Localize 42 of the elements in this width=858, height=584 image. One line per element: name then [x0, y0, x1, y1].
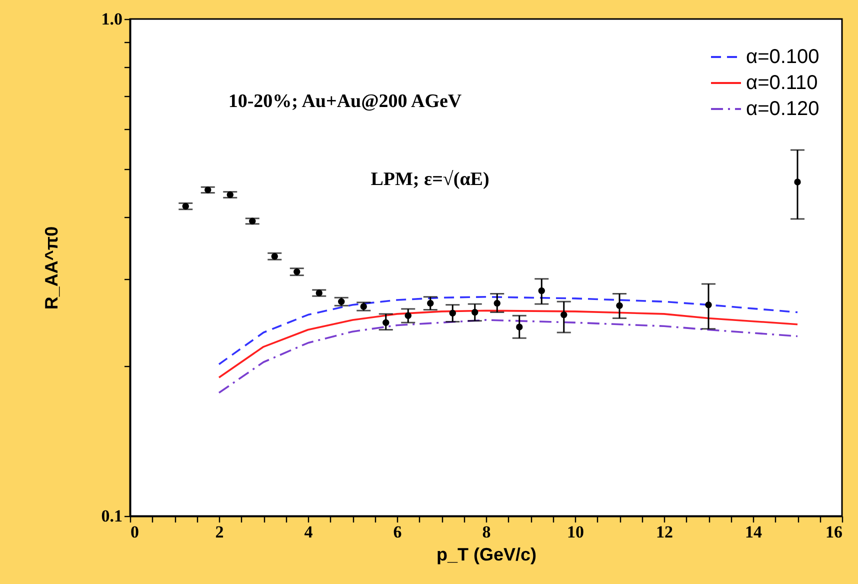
point [449, 310, 456, 316]
legend-label: α=0.100 [746, 46, 820, 68]
line-series [218, 310, 798, 378]
y-tick-label: 0.1 [101, 506, 122, 526]
line-series [218, 319, 798, 394]
point [427, 300, 434, 307]
legend-label: α=0.110 [746, 72, 818, 94]
x-tick-label: 12 [656, 522, 673, 542]
x-tick-label: 0 [130, 522, 139, 542]
point [204, 186, 212, 194]
y-tick-label: 1.0 [101, 10, 122, 28]
point [404, 312, 412, 319]
x-tick-label: 4 [304, 522, 314, 542]
point [249, 218, 256, 224]
x-tick-label: 10 [567, 522, 584, 542]
point [271, 253, 278, 260]
x-tick-label: 6 [393, 522, 402, 542]
line-series [218, 296, 798, 366]
annotation: 10-20%; Au+Au@200 AGeV [228, 91, 462, 112]
point [182, 202, 189, 210]
y-axis-title: R_AA^π0 [41, 226, 62, 310]
point [516, 324, 523, 330]
point [538, 287, 545, 294]
point [382, 319, 390, 326]
point [794, 178, 801, 186]
point [560, 311, 568, 318]
point [226, 191, 234, 198]
point [316, 290, 322, 296]
point [294, 268, 300, 276]
x-tick-label: 16 [826, 522, 842, 542]
point [360, 303, 367, 310]
annotation: LPM; ε=√(αE) [370, 169, 490, 190]
x-axis-title: p_T (GeV/c) [436, 544, 537, 564]
x-tick-label: 2 [215, 522, 224, 542]
legend-label: α=0.120 [746, 98, 820, 120]
x-tick-label: 8 [482, 522, 491, 542]
point [472, 308, 478, 316]
point [705, 301, 712, 308]
point [494, 300, 500, 307]
point [338, 298, 345, 305]
x-tick-label: 14 [745, 522, 762, 542]
point [616, 302, 623, 309]
